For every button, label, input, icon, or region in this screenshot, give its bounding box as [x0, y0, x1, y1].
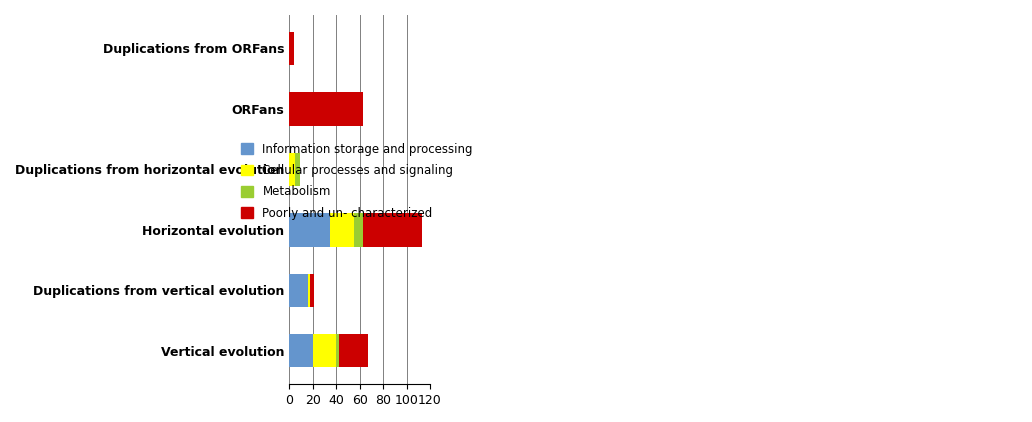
Bar	[313, 334, 336, 368]
Bar	[308, 274, 311, 307]
Bar	[354, 213, 363, 246]
Bar	[330, 213, 354, 246]
Bar	[289, 92, 363, 125]
Bar	[289, 32, 294, 65]
Bar	[289, 213, 330, 246]
Bar	[311, 274, 314, 307]
Bar	[289, 334, 313, 368]
Legend: Information storage and processing, Cellular processes and signaling, Metabolism: Information storage and processing, Cell…	[236, 138, 478, 225]
Bar	[295, 153, 299, 186]
Bar	[363, 213, 422, 246]
Bar	[336, 334, 338, 368]
Bar	[289, 153, 295, 186]
Bar	[289, 274, 308, 307]
Bar	[338, 334, 367, 368]
